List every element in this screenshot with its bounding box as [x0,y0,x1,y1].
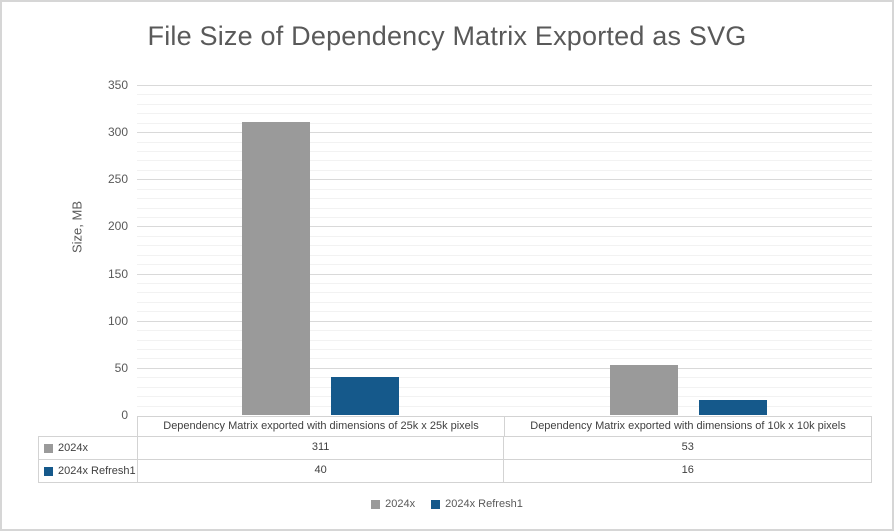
y-tick-label-0: 0 [121,408,128,422]
legend-item-2024x-refresh1: 2024x Refresh1 [431,498,523,510]
series-1-value-cat2: 53 [504,437,873,460]
minor-gridline [137,188,872,190]
minor-gridline [137,292,872,294]
minor-gridline [137,358,872,360]
major-gridline [137,367,872,369]
minor-gridline [137,217,872,218]
minor-gridline [137,141,872,143]
legend-label-2024x: 2024x [385,498,416,510]
minor-gridline [137,330,872,332]
series-1-row-label: 2024x [39,437,138,460]
major-gridline [137,226,872,228]
minor-gridline [137,339,872,341]
y-tick-label-250: 250 [107,172,128,187]
minor-gridline [137,198,872,200]
minor-gridline [137,235,872,237]
legend-swatch-2024x-icon [371,499,381,509]
major-gridline [137,273,872,275]
minor-gridline [137,264,872,266]
minor-gridline [137,377,872,379]
minor-gridline [137,245,872,247]
plot-area [137,85,872,415]
y-tick-label-150: 150 [107,266,128,281]
minor-gridline [137,151,872,152]
minor-gridline [137,301,872,303]
minor-gridline [137,386,872,388]
series-2-value-cat2: 16 [504,460,873,483]
data-table-header-row: Dependency Matrix exported with dimensio… [137,416,872,437]
legend-item-2024x: 2024x [371,498,415,510]
data-table-body: 2024x 311 53 2024x Refresh1 40 16 [38,436,873,483]
y-axis-tick-labels: 0 50 100 150 200 250 300 350 [2,78,128,422]
category-label-2: Dependency Matrix exported with dimensio… [504,417,871,436]
series-2-swatch-icon [44,466,53,476]
minor-gridline [137,122,872,124]
minor-gridline [137,94,872,96]
series-1-swatch-icon [44,443,53,453]
y-tick-label-300: 300 [107,125,128,140]
series-2-name: 2024x Refresh1 [58,465,136,477]
bar-series1-cat2 [609,365,678,415]
minor-gridline [137,283,872,284]
bar-series1-cat1 [242,121,311,415]
minor-gridline [137,405,872,407]
minor-gridline [137,207,872,209]
minor-gridline [137,311,872,313]
bar-series2-cat1 [331,377,400,415]
chart-title: File Size of Dependency Matrix Exported … [147,21,747,51]
legend-label-2024x-refresh1: 2024x Refresh1 [445,498,523,510]
legend-swatch-2024x-refresh1-icon [431,499,441,509]
table-row-2024x: 2024x 311 53 [39,437,873,460]
minor-gridline [137,254,872,256]
minor-gridline [137,113,872,115]
minor-gridline [137,396,872,398]
minor-gridline [137,169,872,171]
y-tick-label-50: 50 [114,360,128,375]
y-tick-label-200: 200 [107,219,128,234]
series-2-value-cat1: 40 [137,460,505,483]
minor-gridline [137,349,872,350]
minor-gridline [137,160,872,162]
series-1-name: 2024x [58,442,88,454]
major-gridline [137,85,872,86]
category-label-1: Dependency Matrix exported with dimensio… [163,420,479,432]
major-gridline [137,320,872,322]
minor-gridline [137,103,872,105]
table-row-2024x-refresh1: 2024x Refresh1 40 16 [39,460,873,483]
major-gridline [137,132,872,134]
major-gridline [137,179,872,181]
legend: 2024x 2024x Refresh1 [2,498,892,510]
bar-series2-cat2 [698,399,767,415]
y-tick-label-100: 100 [107,313,128,328]
series-2-row-label: 2024x Refresh1 [39,460,138,483]
series-1-value-cat1: 311 [137,437,505,460]
y-tick-label-350: 350 [107,78,128,92]
